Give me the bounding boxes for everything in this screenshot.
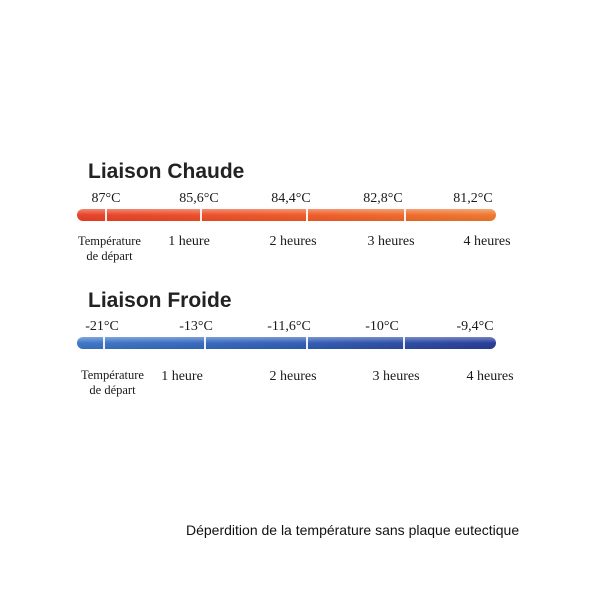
cold-temp-1h: -13°C [179,319,213,334]
cold-tick-3h [403,337,405,349]
hot-temp-start: 87°C [91,191,121,206]
hot-time-4h: 4 heures [463,234,511,249]
cold-temperature-bar [77,337,496,349]
cold-time-3h: 3 heures [372,369,420,384]
hot-time-3h: 3 heures [367,234,415,249]
hot-link-title: Liaison Chaude [88,160,245,183]
hot-tick-3h [404,209,406,221]
cold-tick-1h [204,337,206,349]
hot-temp-3h: 82,8°C [363,191,403,206]
hot-start-label-line2: de départ [86,249,133,263]
cold-temp-start: -21°C [85,319,119,334]
cold-time-4h: 4 heures [466,369,514,384]
cold-time-2h: 2 heures [269,369,317,384]
cold-temp-4h: -9,4°C [456,319,494,334]
hot-tick-1h [200,209,202,221]
hot-start-label-line1: Température [78,234,141,248]
cold-tick-2h [306,337,308,349]
cold-tick-start [103,337,105,349]
hot-time-2h: 2 heures [269,234,317,249]
figure-caption: Déperdition de la température sans plaqu… [186,522,520,538]
cold-temp-3h: -10°C [365,319,399,334]
cold-time-1h: 1 heure [161,369,203,384]
cold-start-label-line2: de départ [89,383,136,397]
hot-temp-1h: 85,6°C [179,191,219,206]
cold-start-label-line1: Température [81,368,144,382]
hot-temp-2h: 84,4°C [271,191,311,206]
hot-time-1h: 1 heure [168,234,210,249]
hot-temperature-bar [77,209,496,221]
hot-start-label: Température de départ [78,234,141,264]
hot-tick-2h [306,209,308,221]
hot-tick-start [105,209,107,221]
hot-temp-4h: 81,2°C [453,191,493,206]
cold-start-label: Température de départ [81,368,144,398]
cold-link-title: Liaison Froide [88,289,232,312]
cold-temp-2h: -11,6°C [267,319,311,334]
